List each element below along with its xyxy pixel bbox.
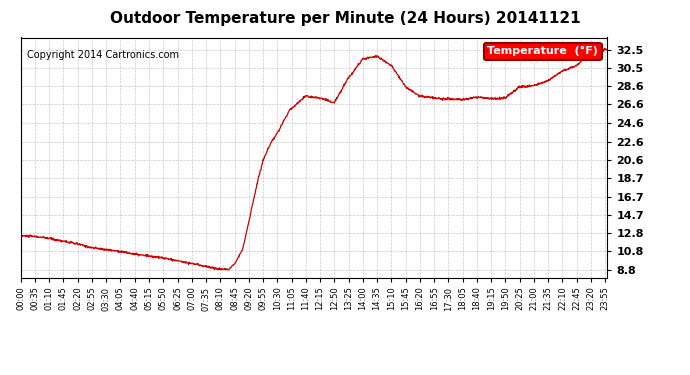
Text: Outdoor Temperature per Minute (24 Hours) 20141121: Outdoor Temperature per Minute (24 Hours… bbox=[110, 11, 580, 26]
Text: Copyright 2014 Cartronics.com: Copyright 2014 Cartronics.com bbox=[26, 50, 179, 60]
Legend: Temperature  (°F): Temperature (°F) bbox=[484, 43, 602, 60]
